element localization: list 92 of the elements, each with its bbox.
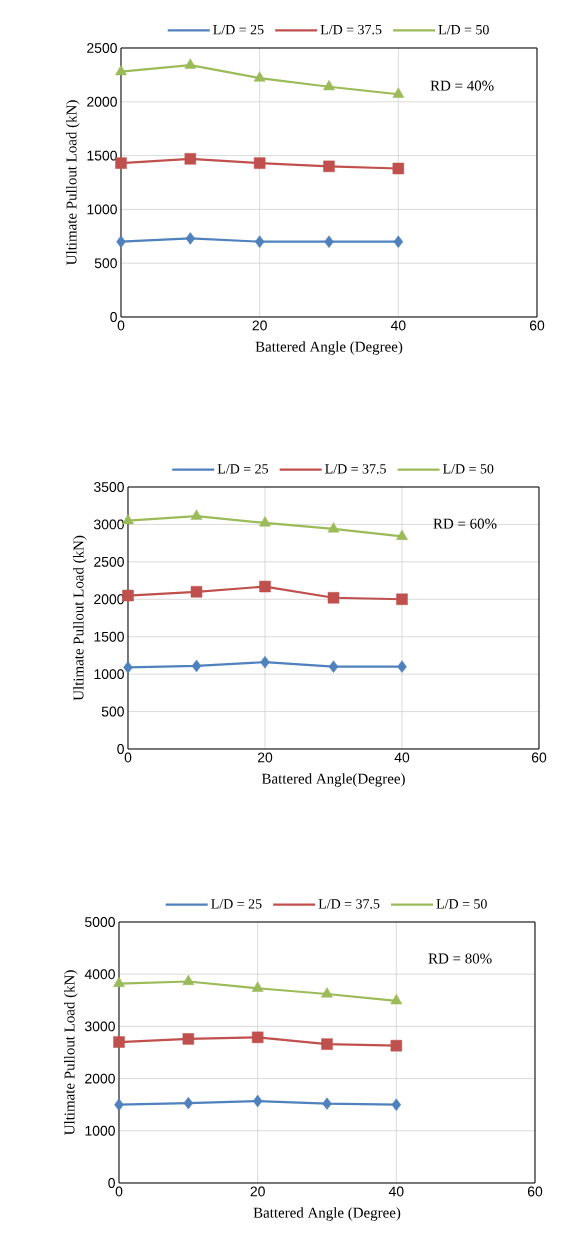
point — [122, 513, 134, 525]
y-tick-label: 0 — [108, 1178, 115, 1188]
y-axis-title: Ultimate Pullout Load (kN) — [64, 970, 78, 1135]
legend-label: L/D = 25 — [217, 464, 269, 474]
point — [191, 659, 202, 673]
x-tick-label: 40 — [394, 752, 410, 763]
point — [259, 516, 271, 527]
legend-label: L/D = 50 — [438, 24, 489, 35]
y-tick-label: 0 — [117, 744, 124, 754]
x-axis-title: Battered Angle (Degree) — [253, 1207, 401, 1221]
x-tick-label: 60 — [529, 320, 545, 331]
point — [190, 586, 203, 598]
point — [390, 994, 403, 1005]
point — [251, 981, 264, 992]
annotation: RD = 80% — [428, 953, 492, 964]
y-tick-label: 1000 — [87, 204, 117, 215]
y-tick-label: 0 — [110, 312, 117, 322]
point — [396, 529, 408, 540]
point — [251, 1031, 264, 1044]
point — [321, 987, 333, 998]
y-axis-title: Ultimate Pullout Load (kN) — [66, 100, 80, 265]
point — [183, 1096, 194, 1110]
y-tick-label: 1500 — [94, 631, 124, 642]
legend-label: L/D = 25 — [211, 899, 262, 909]
x-tick-label: 40 — [390, 320, 406, 331]
legend-label: L/D = 37.5 — [325, 464, 386, 474]
point — [184, 58, 197, 69]
x-tick-label: 20 — [257, 752, 273, 763]
point — [190, 509, 203, 520]
legend-label: L/D = 37.5 — [318, 899, 380, 909]
point — [254, 235, 265, 248]
y-tick-label: 1000 — [85, 1125, 115, 1136]
y-tick-label: 2000 — [87, 96, 117, 107]
point — [182, 1033, 195, 1045]
point — [252, 1094, 263, 1108]
point — [396, 593, 408, 606]
y-axis-title: Ultimate Pullout Load (kN) — [73, 535, 87, 701]
point — [115, 64, 127, 76]
legend-label: L/D = 25 — [213, 24, 264, 35]
y-tick-label: 5000 — [85, 917, 115, 927]
annotation: RD = 60% — [433, 518, 497, 529]
point — [182, 974, 195, 985]
y-tick-label: 2500 — [87, 43, 117, 53]
x-tick-label: 60 — [527, 1186, 543, 1197]
y-tick-label: 1500 — [87, 150, 117, 161]
point — [123, 661, 133, 674]
legend-label: L/D = 50 — [436, 899, 487, 909]
x-axis-title: Battered Angle (Degree) — [255, 341, 403, 355]
point — [390, 1039, 403, 1052]
point — [184, 153, 197, 165]
x-axis-title: Battered Angle(Degree) — [261, 773, 405, 787]
point — [115, 157, 127, 169]
y-tick-label: 500 — [94, 258, 117, 269]
x-tick-label: 20 — [250, 1186, 265, 1197]
point — [185, 232, 196, 245]
point — [116, 235, 126, 248]
point — [321, 1038, 333, 1050]
point — [324, 235, 334, 248]
point — [327, 522, 340, 533]
y-tick-label: 3500 — [93, 482, 124, 492]
point — [253, 157, 266, 169]
y-tick-label: 500 — [101, 706, 124, 717]
y-tick-label: 2000 — [85, 1073, 115, 1084]
point — [323, 160, 335, 173]
point — [392, 87, 405, 98]
legend-label: L/D = 50 — [443, 464, 494, 474]
x-tick-label: 0 — [124, 752, 132, 763]
x-tick-label: 20 — [252, 320, 267, 331]
point — [260, 655, 270, 669]
y-tick-label: 4000 — [84, 969, 115, 980]
point — [322, 1097, 332, 1110]
point — [113, 976, 125, 988]
point — [397, 660, 407, 673]
point — [391, 1098, 402, 1111]
point — [323, 79, 335, 91]
y-tick-label: 3000 — [93, 519, 124, 530]
x-tick-label: 60 — [531, 752, 547, 763]
x-tick-label: 40 — [388, 1186, 404, 1197]
point — [393, 235, 404, 248]
y-tick-label: 2500 — [94, 556, 124, 567]
y-tick-label: 3000 — [84, 1021, 115, 1032]
y-tick-label: 2000 — [94, 594, 124, 605]
legend-label: L/D = 37.5 — [320, 24, 382, 35]
y-tick-label: 1000 — [94, 669, 124, 680]
point — [114, 1098, 124, 1111]
point — [392, 162, 405, 175]
point — [253, 71, 266, 82]
point — [327, 592, 340, 604]
point — [328, 660, 339, 673]
annotation: RD = 40% — [430, 80, 494, 91]
point — [113, 1036, 125, 1048]
point — [259, 580, 271, 593]
